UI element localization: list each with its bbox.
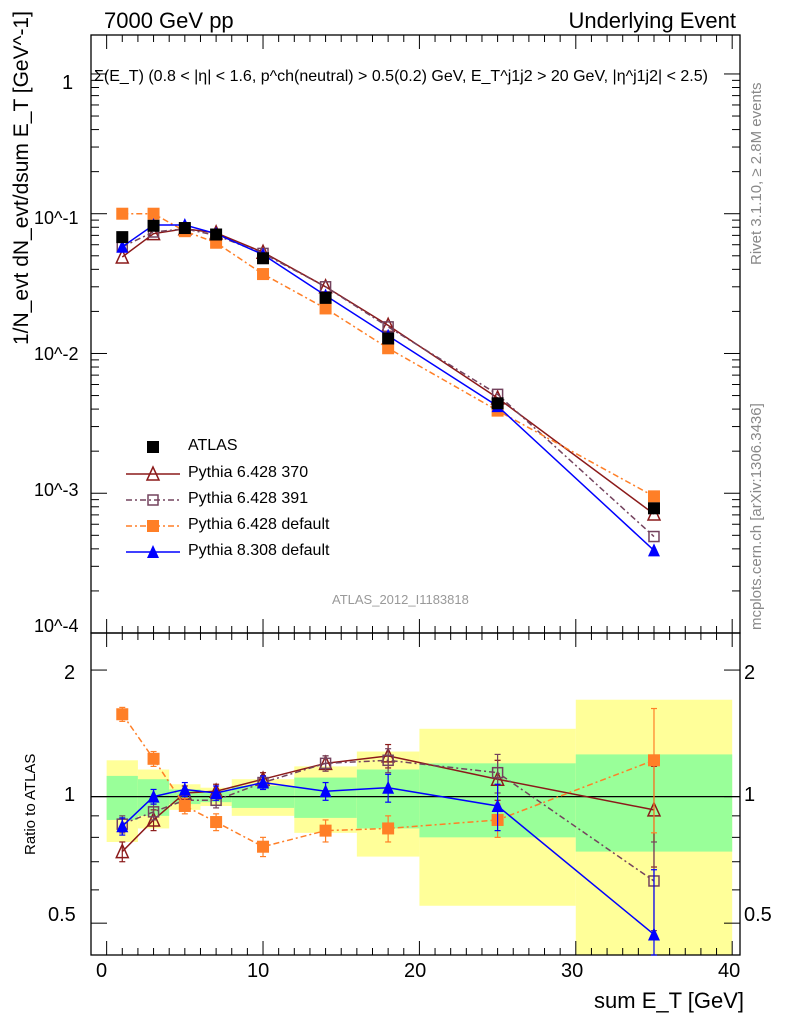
data-point — [116, 231, 129, 244]
main-frame — [90, 34, 741, 634]
series-marker — [115, 248, 130, 264]
x-tick-label: 40 — [718, 960, 741, 982]
main-y-tick-label: 10^-1 — [34, 208, 79, 228]
data-point — [147, 219, 160, 232]
main-panel — [90, 34, 741, 634]
series-marker — [319, 302, 332, 315]
series-marker — [116, 239, 129, 253]
legend-label: Pythia 6.428 391 — [188, 490, 309, 507]
series-marker — [147, 207, 160, 220]
ratio-marker — [382, 754, 394, 767]
x-tick-label: 30 — [561, 960, 584, 982]
ratio-marker — [382, 822, 395, 835]
ratio-marker — [178, 782, 191, 796]
series-line — [121, 228, 655, 515]
ratio-marker — [115, 842, 130, 859]
legend-symbol — [147, 441, 159, 453]
ratio-y-tick-label-right: 1 — [744, 784, 756, 806]
ratio-y-tick-label-right: 0.5 — [744, 904, 772, 926]
x-tick-label: 10 — [247, 960, 270, 982]
ratio-marker — [257, 840, 270, 853]
series-marker — [647, 543, 660, 557]
legend-label: Pythia 6.428 370 — [188, 464, 309, 481]
data-point — [319, 291, 332, 304]
ratio-marker — [319, 824, 332, 837]
cuts-label: Σ(E_T) (0.8 < |η| < 1.6, p^ch(neutral) >… — [94, 68, 708, 85]
ratio-series-line — [122, 759, 655, 882]
ratio-marker — [647, 754, 660, 767]
ratio-panel — [90, 619, 741, 956]
series-marker — [648, 530, 660, 543]
legend-label: Pythia 6.428 default — [188, 516, 330, 533]
ratio-marker — [382, 780, 395, 794]
data-point — [178, 222, 191, 235]
legend-symbol — [147, 494, 159, 506]
main-y-tick-label: 10^-4 — [34, 616, 79, 636]
data-point — [491, 397, 504, 410]
x-axis-label: sum E_T [GeV] — [594, 988, 744, 1013]
legend — [126, 441, 180, 558]
ratio-y-tick-label: 2 — [64, 662, 76, 684]
legend-symbol — [147, 545, 159, 558]
series-marker — [647, 490, 660, 503]
data-point — [382, 332, 395, 345]
ratio-marker — [147, 789, 160, 803]
x-tick-label: 20 — [404, 960, 427, 982]
analysis-id: ATLAS_2012_I1183818 — [332, 592, 469, 607]
legend-symbol — [147, 520, 159, 532]
ratio-marker — [491, 798, 504, 812]
series-marker — [116, 207, 129, 220]
ratio-marker — [491, 766, 504, 779]
legend-symbol — [145, 465, 161, 481]
ratio-marker — [647, 927, 660, 941]
header-right: Underlying Event — [568, 8, 736, 33]
data-point — [647, 502, 660, 515]
data-point — [210, 228, 223, 241]
ratio-y-tick-label: 1 — [64, 784, 76, 806]
main-y-tick-label: 10^-2 — [34, 344, 79, 364]
x-tick-label: 0 — [96, 960, 108, 982]
ratio-marker — [257, 775, 270, 789]
ratio-marker — [319, 784, 332, 798]
ratio-marker — [147, 806, 160, 818]
header-left: 7000 GeV pp — [104, 8, 234, 33]
ratio-y-tick-label: 0.5 — [48, 904, 76, 926]
ratio-y-tick-label-right: 2 — [744, 662, 756, 684]
series-line — [121, 228, 655, 538]
ratio-marker — [178, 799, 191, 812]
ratio-marker — [147, 752, 160, 765]
ratio-frame — [90, 632, 741, 956]
series-marker — [257, 268, 270, 281]
legend-label: ATLAS — [188, 437, 238, 454]
uncertainty-band-inner — [106, 775, 138, 820]
series-marker — [382, 342, 395, 355]
ratio-marker — [210, 785, 223, 799]
series-line — [121, 224, 655, 551]
ratio-marker — [210, 816, 223, 829]
legend-label: Pythia 8.308 default — [188, 542, 330, 559]
main-y-tick-label: 10^-3 — [34, 480, 79, 500]
ratio-marker — [116, 819, 129, 833]
main-y-tick-label: 1 — [62, 72, 74, 94]
ratio-marker — [116, 708, 129, 721]
ratio-marker — [319, 757, 332, 770]
data-point — [257, 252, 270, 265]
